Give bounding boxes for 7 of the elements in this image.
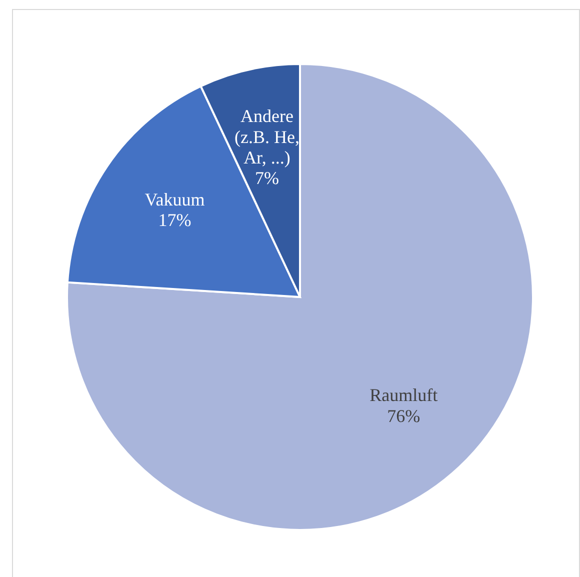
data-label: 76% (387, 406, 420, 426)
slice-label: Raumluft (370, 385, 438, 406)
data-label: 17% (158, 210, 192, 230)
data-label: 7% (254, 168, 279, 188)
slice-label: Vakuum (144, 190, 205, 210)
pie-slice (66, 63, 534, 531)
slice-label: Andere (z.B. He, Ar, ...) (234, 106, 300, 168)
